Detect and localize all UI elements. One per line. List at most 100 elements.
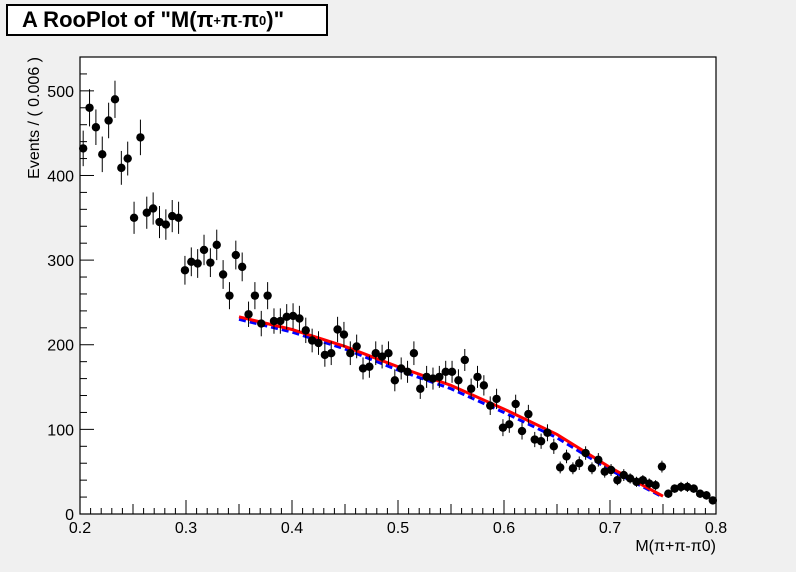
data-point [123, 154, 132, 163]
data-point [199, 245, 209, 255]
y-tick-label: 200 [47, 338, 74, 355]
x-axis-label: M(π+π-π0) [635, 538, 716, 555]
data-point [511, 399, 520, 409]
data-point [555, 463, 565, 472]
data-point [676, 482, 686, 492]
data-point [422, 372, 431, 382]
data-point [441, 367, 450, 377]
data-point [447, 367, 457, 377]
data-point [155, 217, 164, 227]
data-point [638, 475, 648, 485]
data-point [492, 394, 501, 404]
x-tick-label: 0.8 [705, 520, 727, 537]
x-tick-label: 0.7 [599, 520, 621, 537]
data-point [288, 311, 298, 321]
data-point [142, 208, 151, 217]
data-point [117, 163, 126, 173]
data-point [689, 484, 698, 493]
data-point [333, 325, 342, 334]
data-point [587, 464, 597, 473]
data-point [263, 291, 272, 300]
data-point [244, 310, 253, 319]
data-point [218, 270, 228, 279]
data-point [98, 150, 107, 159]
title-sup-3: 0 [259, 12, 267, 28]
data-point [479, 381, 489, 390]
data-point [562, 452, 571, 461]
data-point [276, 316, 285, 326]
data-point [575, 459, 584, 468]
data-point [91, 123, 101, 132]
x-tick-label: 0.5 [387, 520, 409, 537]
data-point [664, 489, 673, 498]
data-point [645, 479, 654, 488]
data-point [530, 435, 539, 444]
data-point [505, 420, 514, 429]
data-point [377, 352, 387, 361]
data-point [619, 470, 628, 480]
data-point [365, 362, 374, 371]
data-point [683, 482, 692, 492]
title-suffix: )" [266, 7, 285, 32]
title-sup-1: + [213, 12, 222, 28]
x-tick-label: 0.4 [281, 520, 303, 537]
data-point [314, 338, 323, 348]
data-point [536, 437, 546, 446]
data-point [225, 291, 234, 300]
data-point [613, 475, 622, 485]
fit-curve-dashed [238, 317, 664, 499]
data-point [625, 474, 635, 483]
data-point [396, 364, 406, 373]
data-point [594, 455, 603, 465]
data-point [409, 349, 419, 358]
data-point [161, 220, 171, 229]
data-point [327, 349, 336, 358]
data-point [187, 257, 196, 267]
data-point [454, 376, 463, 385]
data-point [148, 204, 158, 213]
data-point [110, 95, 120, 104]
data-point [346, 349, 355, 358]
fit-curve-solid [238, 315, 664, 498]
data-point [581, 448, 590, 458]
data-point [168, 211, 177, 221]
data-point [352, 342, 361, 351]
data-point [428, 374, 438, 383]
data-point [174, 213, 183, 222]
data-point [85, 103, 94, 112]
data-point [466, 384, 476, 393]
data-point [136, 133, 145, 142]
data-point [498, 423, 508, 432]
data-point [307, 336, 317, 345]
data-point [435, 372, 444, 382]
data-point [295, 314, 304, 323]
data-point [486, 401, 495, 410]
data-point [524, 409, 533, 419]
data-point [670, 484, 679, 493]
data-point [206, 258, 215, 267]
title-mid-1: π [221, 7, 238, 32]
y-tick-label: 300 [47, 253, 74, 270]
data-point [371, 349, 380, 358]
data-point [390, 376, 400, 385]
data-point [543, 428, 552, 437]
data-point [180, 266, 190, 275]
data-point [549, 442, 559, 451]
data-point [632, 477, 641, 487]
data-point [269, 316, 279, 326]
title-prefix: A RooPlot of "M(π [22, 7, 214, 32]
data-point [416, 384, 425, 393]
data-point [193, 259, 202, 268]
title-mid-2: π [242, 7, 260, 32]
data-point [358, 364, 368, 373]
x-tick-label: 0.3 [175, 520, 197, 537]
data-point [78, 144, 88, 153]
data-point [301, 326, 310, 335]
data-point [403, 367, 412, 377]
data-point [231, 250, 241, 260]
y-tick-label: 500 [47, 84, 74, 101]
y-tick-label: 0 [65, 507, 74, 524]
y-axis-label: Events / ( 0.006 ) [26, 57, 43, 179]
